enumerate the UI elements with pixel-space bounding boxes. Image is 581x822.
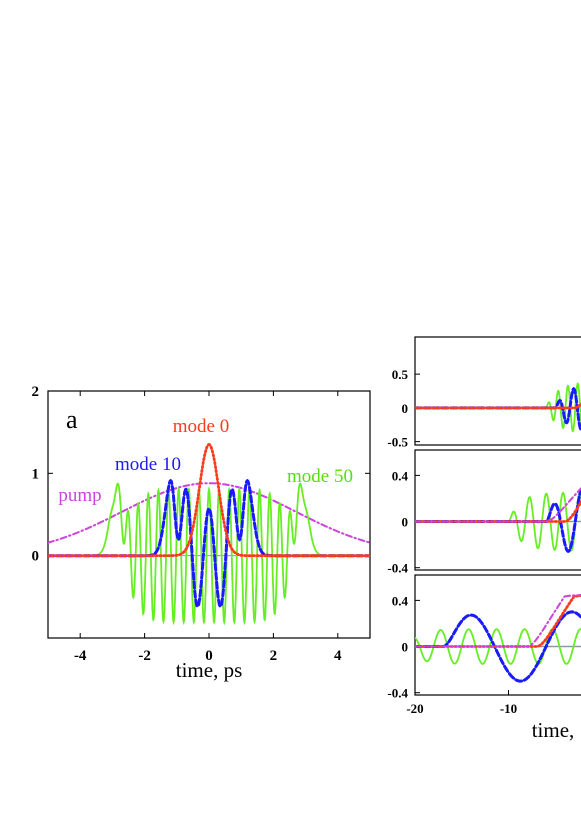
y-tick-label: 2 bbox=[32, 384, 40, 400]
chart-panel-b: -0.5 0 0.5 -0.4 0 0.4 -0.4 0 0.4 -20 -10 0 time, bbox=[387, 336, 581, 742]
x-tick-label: -10 bbox=[500, 701, 517, 716]
plot-series-middle bbox=[415, 486, 581, 553]
y-tick-label: 0 bbox=[402, 401, 409, 416]
x-tick-label: 4 bbox=[334, 648, 342, 664]
series-line-mode-10 bbox=[415, 610, 581, 683]
y-tick-label: 0.5 bbox=[392, 367, 409, 382]
plot-frame-bottom bbox=[414, 574, 581, 696]
series-line-mode-0 bbox=[415, 402, 581, 410]
x-tick-label: 2 bbox=[270, 648, 278, 664]
chart-panel-a: -4 -2 0 2 4 0 1 2 a mode 0 mode 10 mode 50 pump… bbox=[32, 384, 371, 682]
y-tick-label: 0 bbox=[32, 549, 40, 565]
series-line-mode-0 bbox=[415, 499, 581, 523]
annotation-mode-10: mode 10 bbox=[115, 454, 181, 475]
series-line-pump bbox=[415, 486, 581, 523]
axis-ticks: -4 -2 0 2 4 0 1 2 bbox=[32, 384, 370, 664]
x-tick-label: -4 bbox=[74, 648, 87, 664]
plot-series-bottom bbox=[415, 594, 581, 683]
y-tick-label: 0 bbox=[402, 640, 409, 655]
x-tick-label: -2 bbox=[138, 648, 151, 664]
y-tick-label: 0 bbox=[402, 515, 409, 530]
panel-label: a bbox=[66, 405, 78, 434]
x-tick-label: -20 bbox=[406, 701, 423, 716]
series-line-mode-50 bbox=[48, 482, 370, 626]
y-tick-label: 0.4 bbox=[392, 593, 409, 608]
y-tick-label: -0.4 bbox=[387, 561, 408, 576]
series-line-pump bbox=[415, 594, 581, 648]
plot-frame-top bbox=[414, 336, 581, 446]
plot-frame-middle bbox=[414, 449, 581, 571]
plot-series bbox=[48, 443, 370, 626]
y-tick-label: -0.5 bbox=[387, 435, 408, 450]
y-tick-label: 1 bbox=[32, 466, 40, 482]
series-line-mode-0 bbox=[415, 594, 581, 648]
annotation-pump: pump bbox=[58, 485, 101, 506]
axis-ticks-top: -0.5 0 0.5 bbox=[387, 367, 420, 450]
series-line-pump bbox=[48, 482, 370, 544]
y-tick-label: -0.4 bbox=[387, 686, 408, 701]
y-tick-label: 0.4 bbox=[392, 468, 409, 483]
series-line-mode-50 bbox=[415, 628, 581, 665]
x-axis-label-b: time, bbox=[532, 718, 575, 742]
x-axis-label: time, ps bbox=[176, 658, 243, 682]
axis-ticks-bottom: -0.400.4-20-100 bbox=[387, 593, 517, 716]
x-tick-label: 0 bbox=[205, 648, 213, 664]
annotation-mode-50: mode 50 bbox=[287, 466, 353, 487]
plot-series-top bbox=[415, 382, 581, 433]
series-line-mode-0 bbox=[48, 443, 370, 558]
annotation-mode-0: mode 0 bbox=[173, 416, 229, 437]
